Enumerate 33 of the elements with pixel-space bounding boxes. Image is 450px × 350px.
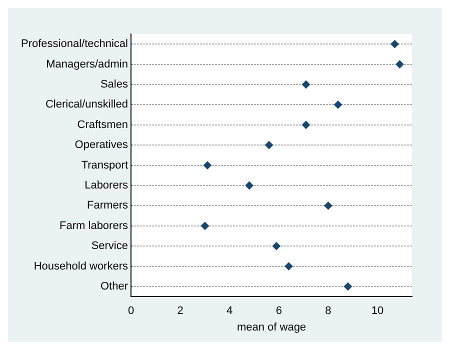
point	[302, 120, 310, 129]
x-axis-title: mean of wage	[236, 321, 306, 334]
x-tick-label: 2	[177, 305, 184, 318]
point	[284, 262, 293, 270]
y-tick-label: Service	[91, 240, 128, 252]
point	[302, 80, 310, 88]
y-tick-label: Other	[100, 280, 128, 293]
y-tick-label: Managers/admin	[46, 58, 128, 70]
point	[200, 222, 209, 230]
x-tick-label: 6	[276, 305, 282, 318]
point	[272, 242, 280, 250]
y-tick-label: Clerical/unskilled	[45, 98, 128, 111]
point	[390, 40, 399, 48]
point	[265, 141, 274, 150]
point	[334, 100, 342, 109]
y-tick-label: Farm laborers	[60, 220, 128, 232]
y-tick-label: Transport	[81, 159, 128, 172]
point	[203, 161, 212, 170]
point	[344, 282, 352, 290]
y-tick-label: Professional/technical	[20, 38, 128, 50]
y-tick-label: Sales	[100, 78, 128, 91]
y-tick-label: Farmers	[87, 200, 128, 212]
x-tick-label: 10	[371, 305, 384, 318]
x-tick-label: 0	[128, 305, 134, 318]
x-tick-label: 8	[325, 305, 332, 318]
point	[324, 202, 332, 210]
point	[245, 182, 254, 190]
y-tick-label: Laborers	[84, 180, 128, 192]
point	[396, 60, 404, 68]
x-tick-label: 4	[226, 305, 233, 318]
y-tick-label: Household workers	[34, 260, 128, 272]
y-tick-label: Craftsmen	[77, 118, 128, 131]
y-tick-label: Operatives	[74, 139, 128, 152]
